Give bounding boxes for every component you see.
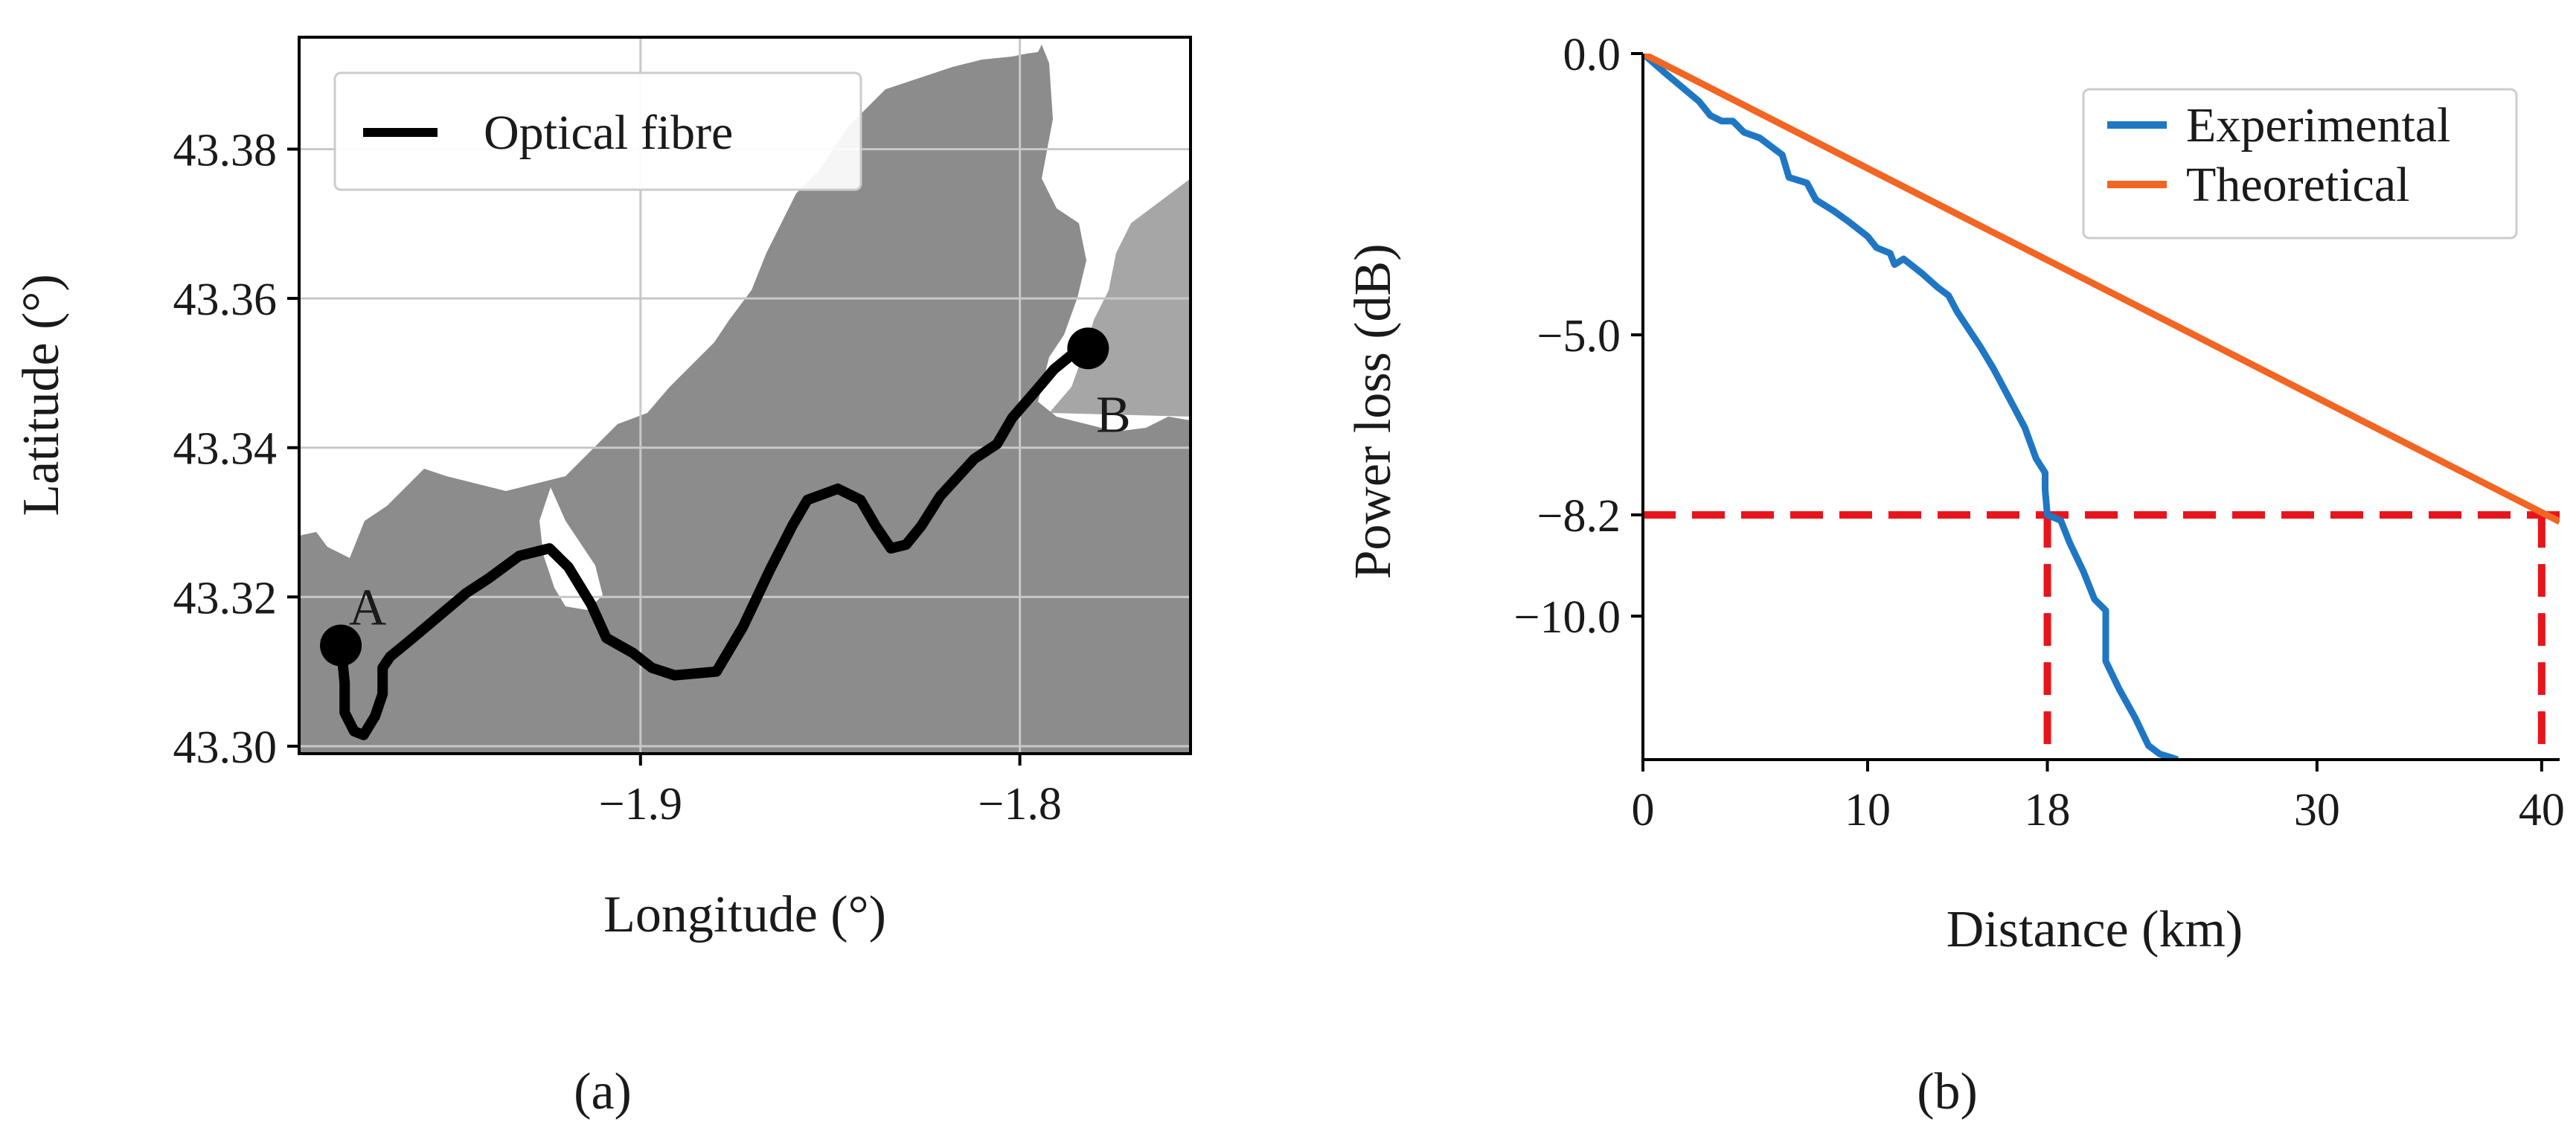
point-marker-b — [1067, 327, 1109, 370]
map-x-tick-label: −1.9 — [599, 779, 682, 830]
map-x-axis-label: Longitude (°) — [603, 886, 886, 943]
series-theoretical — [1643, 54, 2560, 525]
power-x-tick-label: 18 — [2025, 785, 2071, 836]
power-y-axis-label: Power loss (dB) — [1345, 243, 1402, 579]
power-y-ticks: 0.0 −5.0 −8.2 −10.0 — [1514, 30, 1643, 643]
power-series-layer — [1643, 54, 2560, 760]
reference-lines — [1643, 511, 2560, 760]
map-y-tick-label: 43.36 — [173, 275, 278, 325]
power-caption: (b) — [1917, 1063, 1978, 1120]
map-legend-box — [333, 71, 862, 191]
power-y-tick-label: 0.0 — [1563, 30, 1621, 80]
bay-inlet — [539, 487, 603, 610]
map-series-layer — [336, 343, 1094, 740]
power-x-tick-label: 10 — [1845, 785, 1891, 836]
power-y-tick-label: −8.2 — [1537, 491, 1621, 542]
map-y-tick-label: 43.34 — [173, 424, 278, 475]
map-x-tick-label: −1.8 — [978, 779, 1061, 830]
power-legend-label-experimental: Experimental — [2186, 98, 2451, 153]
map-legend: Optical fibre — [333, 71, 862, 191]
power-x-tick-label: 0 — [1632, 785, 1655, 836]
power-y-tick-label: −10.0 — [1514, 592, 1621, 643]
power-legend: Experimental Theoretical — [2082, 88, 2518, 240]
map-legend-label-fibre: Optical fibre — [484, 106, 733, 160]
power-x-axis-label: Distance (km) — [1947, 901, 2243, 958]
power-loss-panel: 0 10 18 30 40 0.0 −5.0 −8.2 −10.0 Experimental … — [1345, 30, 2565, 1120]
power-x-ticks: 0 10 18 30 40 — [1632, 760, 2565, 836]
power-y-tick-label: −5.0 — [1537, 311, 1621, 362]
point-marker-a — [320, 624, 362, 667]
map-plot-frame — [298, 36, 1192, 755]
power-axes-spines — [1641, 54, 2560, 761]
power-legend-label-theoretical: Theoretical — [2186, 158, 2409, 212]
map-y-tick-label: 43.38 — [173, 125, 278, 176]
power-x-tick-label: 40 — [2519, 785, 2565, 836]
map-y-tick-label: 43.30 — [173, 722, 278, 773]
series-optical-fibre — [336, 343, 1094, 740]
point-label-a: A — [349, 580, 387, 637]
power-legend-box — [2082, 88, 2518, 240]
map-y-tick-label: 43.32 — [173, 573, 278, 623]
series-experimental — [1643, 54, 2179, 760]
power-x-tick-label: 30 — [2294, 785, 2340, 836]
map-x-ticks: −1.9 −1.8 — [599, 754, 1062, 830]
map-y-axis-label: Latitude (°) — [13, 274, 70, 516]
map-point-layer: AB — [320, 327, 1131, 667]
land-mainland — [299, 45, 1191, 754]
map-caption: (a) — [574, 1063, 632, 1120]
map-y-ticks: 43.30 43.32 43.34 43.36 43.38 — [173, 125, 299, 773]
point-label-b: B — [1096, 386, 1131, 443]
